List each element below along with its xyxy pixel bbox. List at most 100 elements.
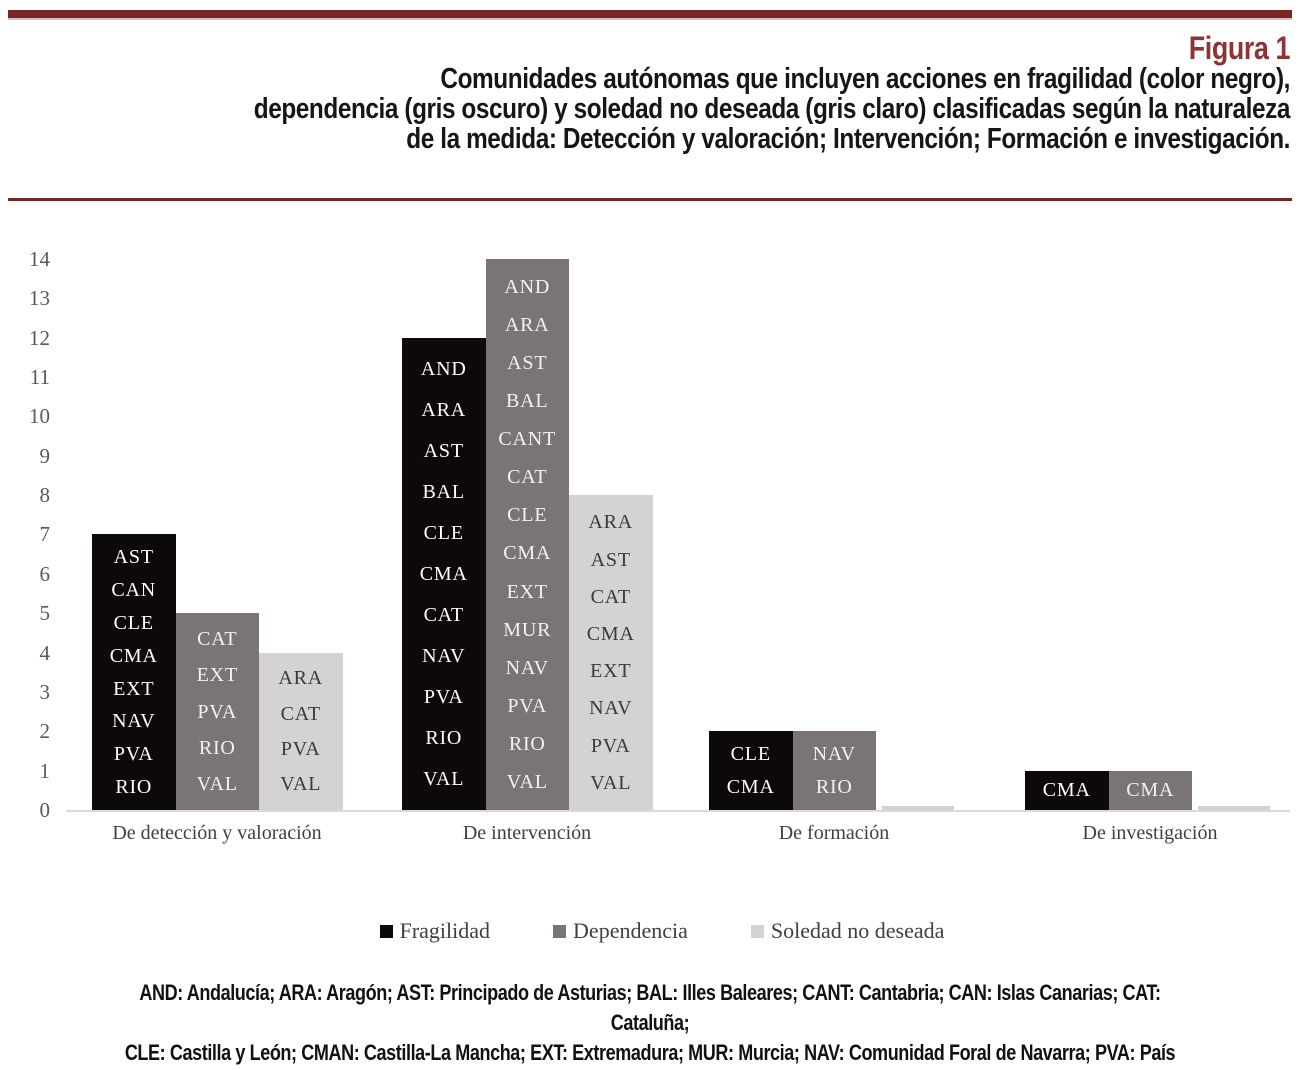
bar-region-label: NAV xyxy=(589,697,633,720)
bar-region-label: ARA xyxy=(278,667,324,690)
bar-region-label: CMA xyxy=(1042,779,1091,802)
bar-soledad-no-deseada: ARA AST CAT CMA EXT NAV PVA VAL xyxy=(569,495,653,810)
x-axis-category-label: De intervención xyxy=(462,822,592,844)
x-axis-line xyxy=(66,810,1290,812)
bar-fragilidad: AND ARA AST BAL CLE CMA CAT NAV PVA RIO VAL xyxy=(402,337,486,810)
bar-region-label: AST xyxy=(507,352,548,375)
x-axis-category-label: De formación xyxy=(778,822,890,844)
bar-region-label: ARA xyxy=(421,398,467,421)
bar-region-label: AST xyxy=(423,439,464,462)
bar-region-label: CMA xyxy=(109,644,158,667)
bar-region-label: AST xyxy=(113,546,154,569)
top-accent-bar xyxy=(8,10,1292,20)
y-axis-tick-label: 7 xyxy=(39,522,51,547)
footnote-line: CLE: Castilla y León; CMAN: Castilla-La … xyxy=(124,1040,1176,1065)
legend-label: Soledad no deseada xyxy=(770,918,945,943)
y-axis-tick-label: 6 xyxy=(39,561,51,586)
bar-region-label: VAL xyxy=(280,773,322,796)
bar-region-label: CAN xyxy=(111,579,157,602)
legend-item-dependencia: Dependencia xyxy=(553,918,688,944)
bar-region-label: CAT xyxy=(507,466,548,489)
legend-label: Dependencia xyxy=(573,918,688,943)
bar-region-label: RIO xyxy=(508,732,546,755)
bar-region-label: NAV xyxy=(812,743,856,766)
bar-region-label: ARA xyxy=(588,511,634,534)
bar-region-label: BAL xyxy=(506,390,549,413)
bar-region-label: PVA xyxy=(197,700,238,723)
bar-region-label: CLE xyxy=(730,743,771,766)
legend-swatch xyxy=(379,924,393,938)
y-axis-tick-label: 2 xyxy=(39,719,51,744)
bar-region-label: VAL xyxy=(506,770,548,793)
legend-item-fragilidad: Fragilidad xyxy=(379,918,491,944)
y-axis-tick-label: 0 xyxy=(39,798,51,822)
bar-region-label: CAT xyxy=(423,603,464,626)
y-axis-tick-label: 12 xyxy=(29,325,50,350)
bar-soledad-no-deseada: ARA CAT PVA VAL xyxy=(259,652,343,810)
bar-region-label: NAV xyxy=(112,710,156,733)
x-axis-category-label: De detección y valoración xyxy=(112,822,322,844)
bar-region-label: VAL xyxy=(423,767,465,790)
bar-region-label: PVA xyxy=(507,694,548,717)
bar-region-label: CMA xyxy=(1126,779,1175,802)
y-axis-tick-label: 4 xyxy=(39,640,51,665)
bar-region-label: AST xyxy=(590,548,631,571)
bar-region-label: RIO xyxy=(425,726,463,749)
y-axis-tick-label: 1 xyxy=(39,758,51,783)
bar-region-label: CMA xyxy=(726,776,775,799)
bar-fragilidad: AST CAN CLE CMA EXT NAV PVA RIO xyxy=(92,534,176,810)
bar-region-label: PVA xyxy=(423,685,464,708)
bar-region-label: CMA xyxy=(503,542,552,565)
bar-region-label: CANT xyxy=(498,428,557,451)
bar-region-label: RIO xyxy=(815,776,853,799)
y-axis-tick-label: 13 xyxy=(29,286,50,311)
footnote: AND: Andalucía; ARA: Aragón; AST: Princi… xyxy=(0,978,1300,1070)
bar-dependencia: AND ARA AST BAL CANT CAT CLE CMA EXT MUR NAV PVA RIO… xyxy=(485,258,569,810)
bar-region-label: CLE xyxy=(507,504,548,527)
bar-region-label: RIO xyxy=(115,776,153,799)
figure-title: Comunidades autónomas que incluyen accio… xyxy=(10,63,1291,155)
y-axis-tick-label: 11 xyxy=(29,365,50,390)
legend-swatch xyxy=(750,924,764,938)
bar-region-label: EXT xyxy=(196,664,238,687)
bar-region-label: CMA xyxy=(419,562,468,585)
title-line: dependencia (gris oscuro) y soledad no d… xyxy=(253,93,1291,125)
bar-region-label: BAL xyxy=(422,480,465,503)
title-line: Comunidades autónomas que incluyen accio… xyxy=(440,63,1290,95)
bar-region-label: CMA xyxy=(586,622,635,645)
bar-region-label: NAV xyxy=(422,644,466,667)
bar-region-label: CLE xyxy=(113,611,154,634)
chart-legend: Fragilidad Dependencia Soledad no deseada xyxy=(12,918,1300,944)
y-axis-tick-label: 3 xyxy=(39,679,51,704)
title-separator-line xyxy=(8,198,1292,201)
bar-region-label: CLE xyxy=(423,521,464,544)
bar-region-label: CAT xyxy=(197,628,238,651)
y-axis-tick-label: 10 xyxy=(29,404,50,429)
bar-dependencia: CAT EXT PVA RIO VAL xyxy=(175,613,259,810)
bar-soledad-no-deseada xyxy=(1198,806,1270,810)
legend-label: Fragilidad xyxy=(399,918,491,943)
y-axis-tick-label: 9 xyxy=(39,443,51,468)
bar-region-label: PVA xyxy=(113,743,154,766)
legend-item-soledad-no-deseada: Soledad no deseada xyxy=(750,918,945,944)
bar-region-label: PVA xyxy=(590,734,631,757)
bar-region-label: CAT xyxy=(590,585,631,608)
title-line: de la medida: Detección y valoración; In… xyxy=(406,123,1291,155)
y-axis-tick-label: 5 xyxy=(39,601,51,626)
bar-region-label: ARA xyxy=(504,314,550,337)
y-axis-tick-label: 8 xyxy=(39,483,51,508)
bar-region-label: AND xyxy=(504,276,551,299)
bar-region-label: AND xyxy=(420,357,467,380)
bar-dependencia: CMA xyxy=(1108,770,1192,810)
x-axis-category-label: De investigación xyxy=(1082,822,1218,844)
bar-region-label: CAT xyxy=(280,702,321,725)
bar-region-label: EXT xyxy=(113,677,155,700)
bar-soledad-no-deseada xyxy=(882,806,954,810)
bar-region-label: EXT xyxy=(590,660,632,683)
bar-region-label: VAL xyxy=(590,771,632,794)
bar-fragilidad: CMA xyxy=(1025,770,1109,810)
y-axis-tick-label: 14 xyxy=(29,246,50,271)
footnote-line: AND: Andalucía; ARA: Aragón; AST: Princi… xyxy=(139,980,1161,1035)
